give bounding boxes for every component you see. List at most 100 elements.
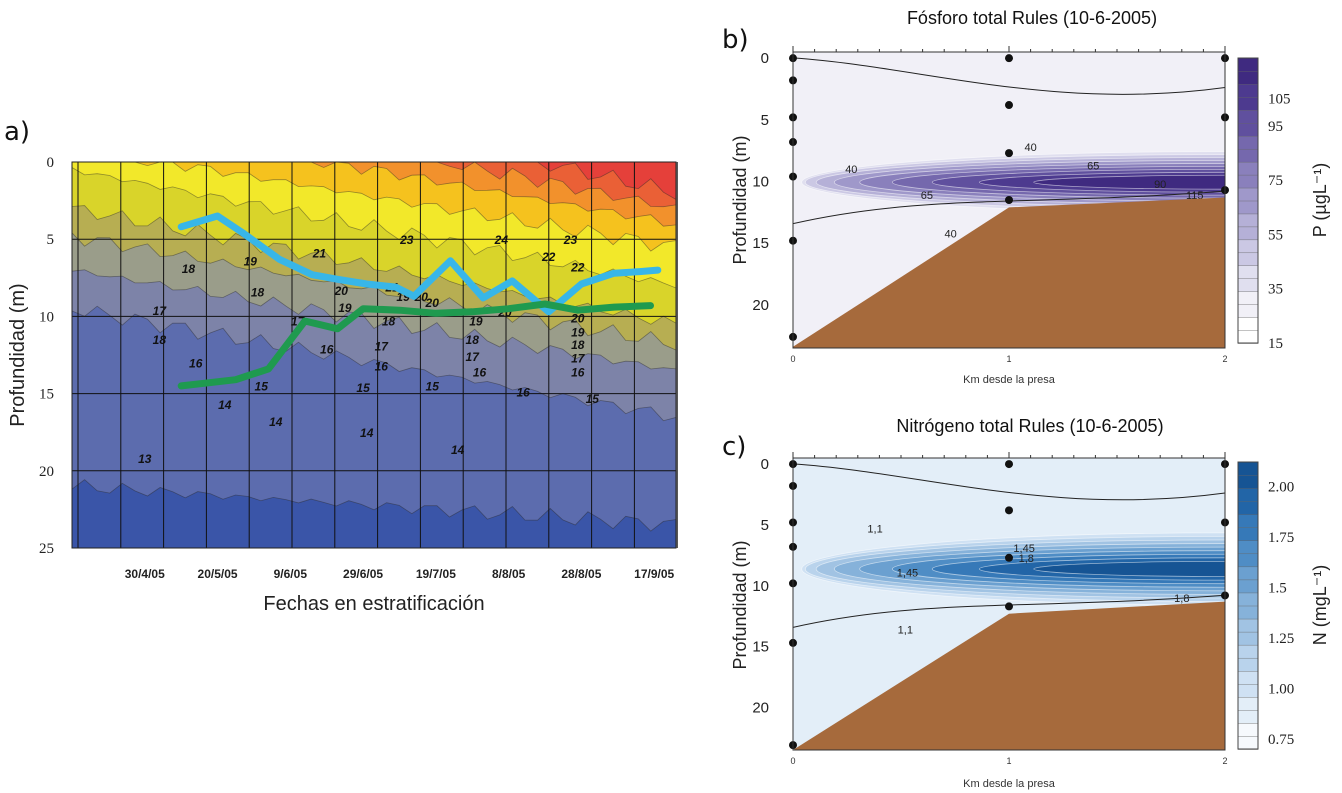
panel-a-contour-label: 18: [382, 315, 396, 329]
panel-b-frame-ticks: [792, 46, 1226, 52]
b-colorbar-segment: [1237, 187, 1259, 202]
c-contour-label: 1,8: [1174, 593, 1189, 605]
c-colorbar-segment: [1237, 513, 1259, 528]
c-y-tick-label: 10: [752, 578, 769, 595]
c-concentration-band: [1033, 560, 1225, 577]
panel-a-y-tick-labels: 0 5 10 15 20 25: [39, 155, 54, 557]
c-x-tick-label: 0: [790, 756, 795, 766]
panel-a-letter: a): [4, 117, 30, 147]
panel-b-y-axis-label: Profundidad (m): [730, 135, 750, 264]
panel-b-reservoir-bottom: [793, 197, 1225, 348]
panel-a-x-tick-label: 9/6/05: [274, 567, 308, 581]
panel-a-y-tick-label: 5: [47, 232, 55, 248]
panel-c-frame-ticks: [792, 452, 1226, 458]
c-y-tick-label: 5: [761, 517, 769, 534]
panel-c-letter: c): [722, 432, 746, 462]
b-sample-point: [1005, 196, 1013, 204]
panel-c-title: Nitrógeno total Rules (10-6-2005): [896, 416, 1163, 436]
panel-a-contour-label: 19: [571, 325, 585, 339]
c-colorbar-tick-label: 1.00: [1268, 681, 1294, 697]
panel-a-contour-label: 14: [360, 426, 374, 440]
panel-c-colorbar-label: N (mgL⁻¹): [1310, 565, 1330, 646]
c-colorbar-segment: [1237, 553, 1259, 568]
panel-b-letter: b): [722, 25, 749, 55]
panel-a-contour-label: 16: [517, 386, 531, 400]
panel-b-x-axis-label: Km desde la presa: [963, 374, 1056, 386]
c-colorbar-segment: [1237, 631, 1259, 646]
b-colorbar-tick-label: 95: [1268, 119, 1283, 135]
b-contour-label: 65: [921, 190, 933, 202]
b-colorbar-segment: [1237, 329, 1259, 344]
panel-a-contour-label: 22: [541, 250, 556, 264]
panel-a-x-axis-label: Fechas en estratificación: [263, 593, 484, 615]
b-colorbar-tick-label: 55: [1268, 227, 1283, 243]
c-contour-label: 1,1: [898, 625, 913, 637]
b-colorbar-segment: [1237, 135, 1259, 150]
c-colorbar-tick-label: 1.5: [1268, 580, 1287, 596]
panel-a-contour-label: 18: [251, 285, 265, 299]
b-x-tick-label: 1: [1006, 354, 1011, 364]
panel-a-x-tick-label: 19/7/05: [416, 567, 456, 581]
b-colorbar-segment: [1237, 148, 1259, 163]
b-colorbar-segment: [1237, 70, 1259, 85]
c-colorbar-tick-label: 0.75: [1268, 732, 1294, 748]
panel-a-series: [177, 212, 662, 390]
panel-a-contour-label: 13: [138, 452, 152, 466]
b-concentration-band: [1033, 174, 1225, 190]
b-contour-line: [793, 190, 1225, 225]
b-colorbar-segment: [1237, 290, 1259, 305]
panel-a-x-tick-labels: 30/4/05 20/5/05 9/6/05 29/6/05 19/7/05 8/8/05…: [125, 567, 675, 581]
b-x-tick-label: 2: [1222, 354, 1227, 364]
b-contour-line: [793, 57, 1225, 95]
panel-a-contour-label: 23: [399, 233, 414, 247]
panel-b-sample-points: [789, 54, 1229, 341]
c-y-tick-label: 15: [752, 639, 769, 656]
panel-a-y-tick-label: 0: [47, 155, 55, 171]
b-colorbar-segment: [1237, 122, 1259, 137]
panel-a-x-tick-label: 28/8/05: [561, 567, 601, 581]
c-colorbar-segment: [1237, 670, 1259, 685]
panel-a-contour-label: 16: [320, 342, 334, 356]
panel-a-contour-label: 18: [182, 262, 196, 276]
b-colorbar-frame: [1237, 57, 1259, 344]
c-colorbar-segment: [1237, 683, 1259, 698]
c-contour-label: 1,1: [867, 524, 882, 536]
b-contour-label: 40: [1024, 142, 1036, 154]
b-y-tick-label: 5: [761, 112, 769, 129]
b-colorbar-segment: [1237, 278, 1259, 292]
c-colorbar-segment: [1237, 722, 1259, 737]
panel-a-contour-label: 16: [473, 366, 487, 380]
b-contour-label: 65: [1087, 160, 1099, 172]
b-y-tick-label: 20: [752, 297, 769, 314]
panel-a-contour-label: 18: [153, 333, 167, 347]
b-colorbar-segment: [1237, 213, 1259, 228]
c-colorbar-segment: [1237, 592, 1259, 607]
b-sample-point: [1005, 149, 1013, 158]
b-colorbar-segment: [1237, 96, 1259, 111]
panel-c-contour-labels: 1,11,451,81,451,81,1: [867, 524, 1189, 637]
panel-a-y-axis-label: Profundidad (m): [7, 283, 29, 426]
c-colorbar-segment: [1237, 500, 1259, 515]
panel-a-y-tick-label: 20: [39, 464, 54, 480]
b-y-tick-label: 0: [761, 50, 769, 67]
c-colorbar-segment: [1237, 540, 1259, 555]
b-x-tick-label: 0: [790, 354, 795, 364]
b-sample-point: [1005, 101, 1013, 110]
panel-a-y-tick-label: 15: [39, 387, 54, 403]
c-colorbar-segment: [1237, 579, 1259, 594]
panel-c-colorbar: [1237, 461, 1259, 750]
panel-b-colorbar-label: P (µgL⁻¹): [1310, 163, 1330, 238]
panel-a-contour-label: 18: [571, 338, 585, 352]
panel-a-contour-label: 14: [218, 398, 232, 412]
panel-a-contour-label: 24: [494, 233, 509, 247]
c-colorbar-segment: [1237, 657, 1259, 672]
b-sample-point: [1005, 54, 1013, 63]
b-colorbar-tick-label: 15: [1268, 336, 1283, 352]
c-colorbar-segment: [1237, 709, 1259, 724]
panel-c-y-tick-labels: 0 5 10 15 20: [752, 456, 769, 716]
panel-a-contour-label: 18: [466, 333, 480, 347]
panel-a-contour-label: 20: [334, 284, 349, 298]
panel-a-x-tick-label: 20/5/05: [198, 567, 238, 581]
b-colorbar-tick-label: 35: [1268, 282, 1283, 298]
